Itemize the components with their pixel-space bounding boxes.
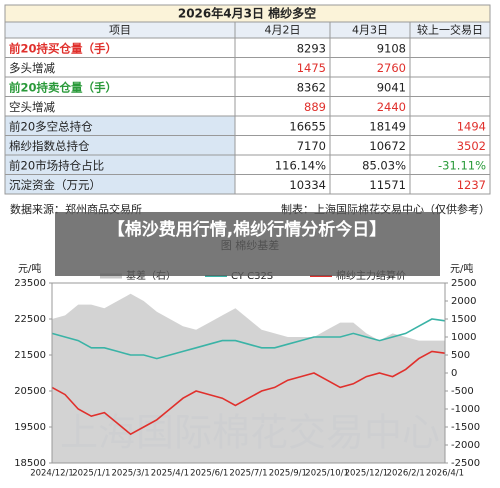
y2-tick-label: 0 [451,368,457,379]
cell-value: 8293 [297,41,326,55]
row-label: 多头增减 [9,61,55,75]
cell [409,174,491,195]
header-text: 项目 [109,24,131,37]
x-tick-label: 2025/3/1 [112,469,150,479]
header-text: 较上一交易日 [417,23,483,37]
y2-tick-label: 1000 [451,332,476,343]
y-unit: 元/吨 [18,262,41,275]
x-tick-label: 2026/4/1 [426,469,464,479]
x-tick-label: 2026/2/1 [387,469,425,479]
cell [409,76,491,97]
series-line [51,318,446,360]
cell-value: 11571 [369,178,406,192]
cell-value: 7170 [297,139,326,153]
y-tick-label: 21500 [14,350,46,361]
cell [409,96,491,117]
y2-tick-label: 500 [451,350,470,361]
y2-tick-label: -1000 [451,404,480,415]
row-label: 前20市场持仓占比 [9,158,104,172]
y-tick-label: 23500 [14,278,46,289]
cell-value: 3502 [457,139,486,153]
cell [409,37,491,58]
x-tick-label: 2025/12/1 [345,469,389,479]
header-text: 4月3日 [352,24,388,37]
table-title: 2026年4月3日 棉纱多空 [178,6,316,21]
row-label: 前20多空总持仓 [9,119,93,133]
x-tick-label: 2025/6/1 [190,469,228,479]
banner: 【棉沙费用行情,棉纱行情分析今日】 [108,219,386,240]
y2-tick-label: 2000 [451,296,476,307]
x-tick-label: 2025/4/1 [151,469,189,479]
plot-frame [51,282,446,464]
row-label: 沉淀资金（万元） [9,178,101,192]
y2-tick-label: 2500 [451,278,476,289]
y-tick-label: 19500 [14,422,46,433]
y2-tick-label: 1500 [451,314,476,325]
cell-value: 10672 [369,139,406,153]
cell-value: 1237 [457,178,486,192]
cell-value: 889 [304,100,326,114]
cell-value: 1494 [457,119,486,133]
y2-tick-label: -2000 [451,440,480,451]
series-line [51,350,446,436]
x-tick-label: 2025/1/1 [72,469,110,479]
x-tick-label: 2025/9/1 [269,469,307,479]
cell-value: 16655 [289,119,326,133]
cell-value: -31.11% [438,158,486,172]
y2-unit: 元/吨 [450,262,473,275]
y2-tick-label: -500 [451,386,474,397]
legend-label: CY C32S [231,271,273,282]
y2-tick-label: -2500 [451,458,480,469]
cell-value: 9108 [377,41,406,55]
cell-value: 9041 [377,80,406,94]
row-label: 前20持买仓量（手） [9,41,117,55]
y-tick-label: 20500 [14,386,46,397]
row-label: 前20持卖仓量（手） [9,80,117,94]
cell-value: 8362 [297,80,326,94]
y2-tick-label: -1500 [451,422,480,433]
x-tick-label: 2024/12/1 [30,469,74,479]
x-tick-label: 2025/7/1 [229,469,267,479]
cell-value: 2440 [377,100,406,114]
cell-value: 1475 [297,61,326,75]
cell-value: 85.03% [362,158,406,172]
y-tick-label: 18500 [14,458,46,469]
cell-value: 18149 [369,119,406,133]
cell-value: 116.14% [275,158,326,172]
x-tick-label: 2025/10/1 [305,469,349,479]
banner-bg [55,212,440,276]
cell [409,57,491,78]
cell-value: 10334 [289,178,326,192]
row-label: 棉纱指数总持仓 [9,139,90,153]
basis-area [52,293,445,463]
header-text: 4月2日 [265,24,301,37]
y-tick-label: 22500 [14,314,46,325]
cell-value: 2760 [377,61,406,75]
row-label: 空头增减 [9,100,55,114]
